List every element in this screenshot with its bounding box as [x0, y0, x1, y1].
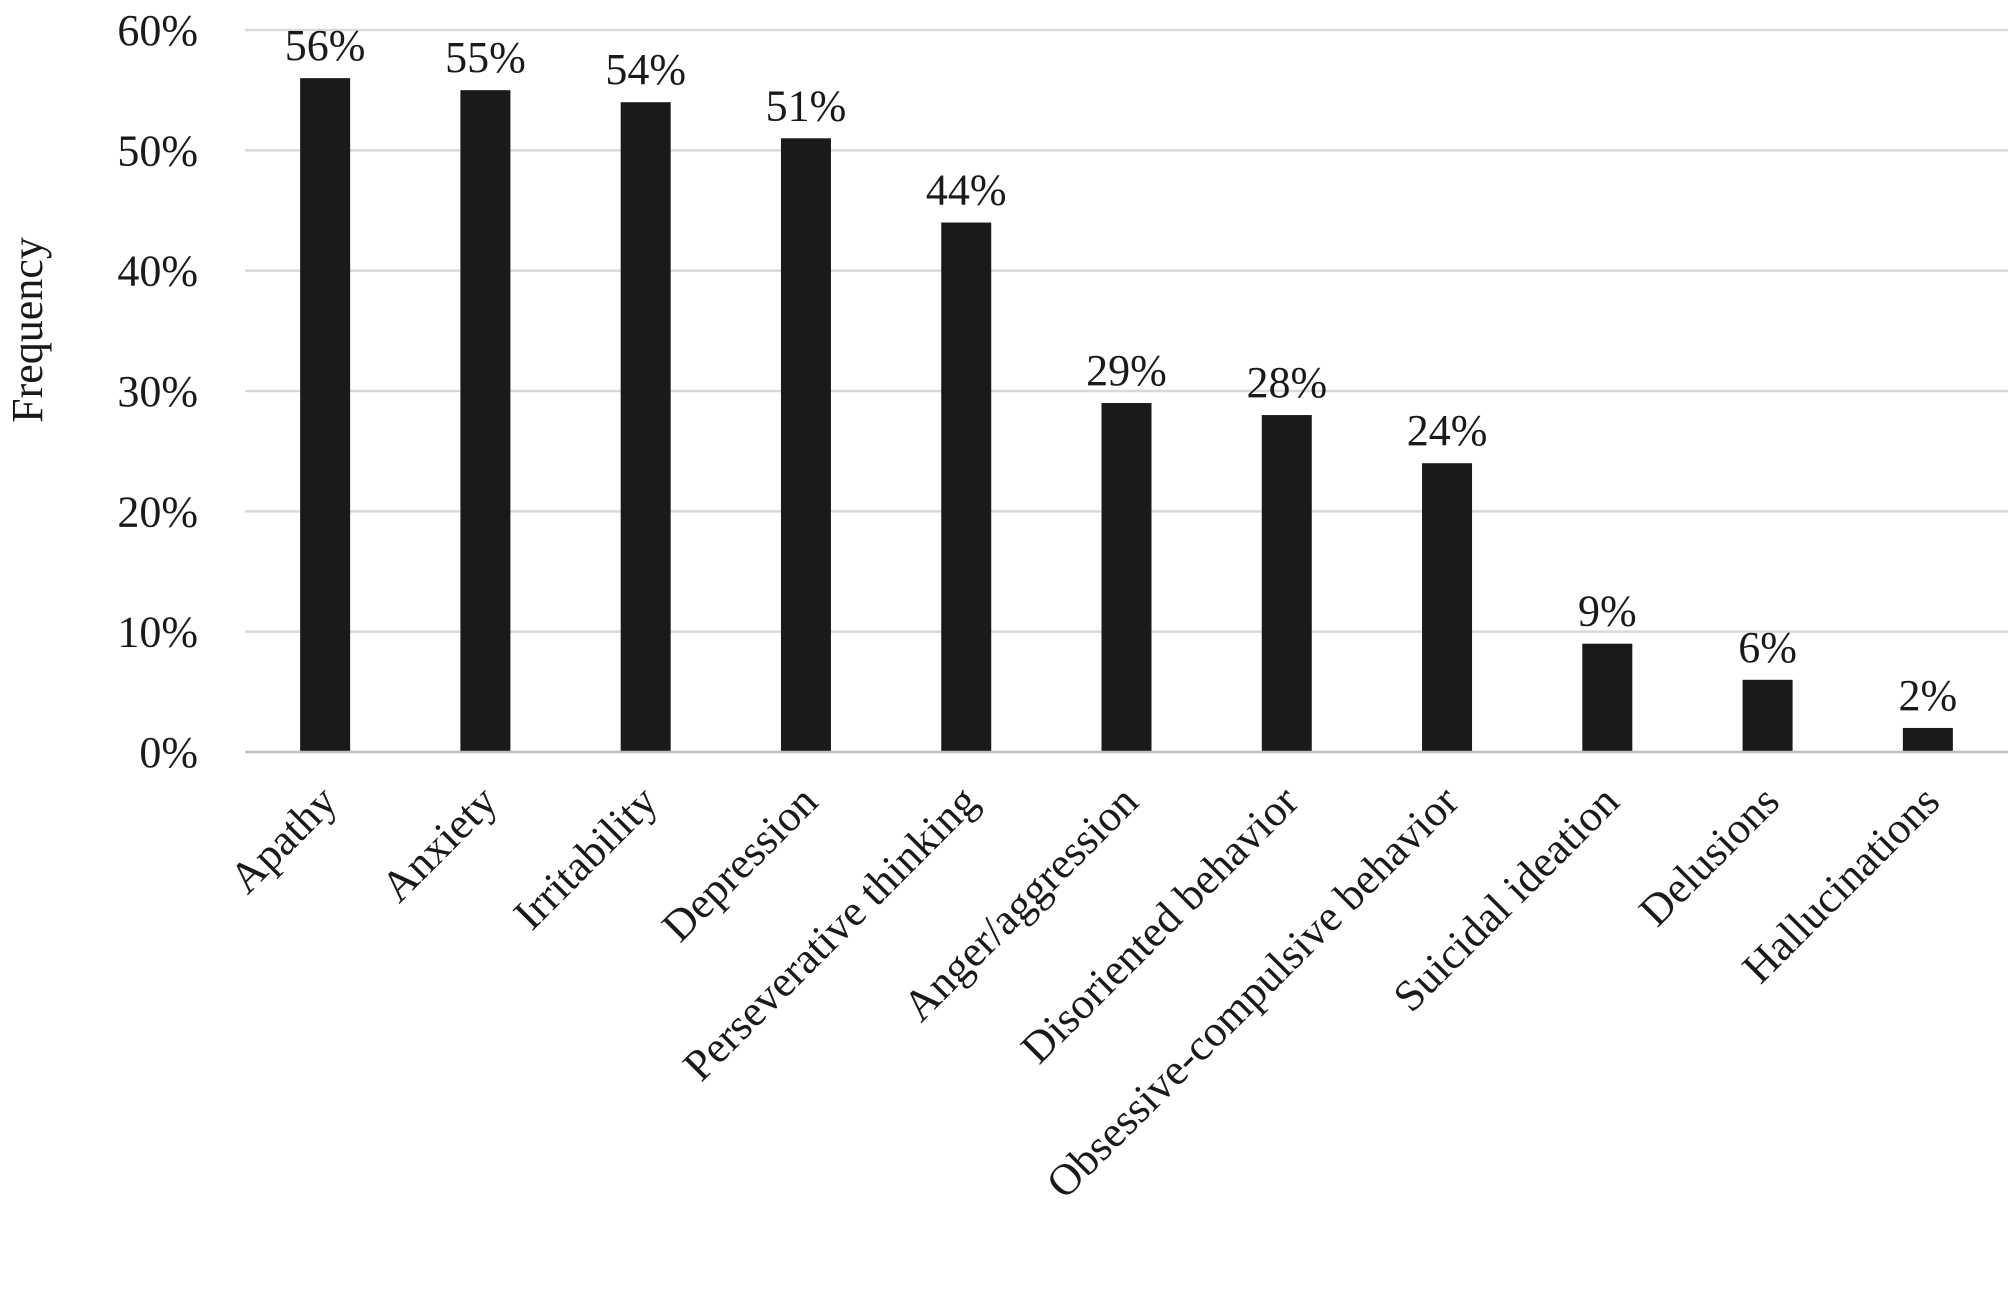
bar: [300, 78, 351, 753]
category-label: Depression: [652, 776, 827, 951]
category-label: Anxiety: [372, 776, 507, 911]
bar: [620, 102, 671, 752]
bar: [1422, 463, 1473, 752]
category-labels: Apathy AnxietyIrritabilityDepressionPerse…: [220, 776, 1949, 1207]
category-label: Disoriented behavior: [1011, 776, 1308, 1073]
category-label: Irritability: [504, 776, 667, 939]
y-tick-label: 20%: [117, 487, 198, 536]
data-label: 54%: [605, 45, 686, 94]
data-label: 51%: [766, 81, 847, 130]
bar: [1261, 415, 1312, 752]
bar: [941, 222, 992, 753]
bar: [780, 138, 831, 753]
data-label: 9%: [1578, 587, 1637, 636]
y-tick-label: 30%: [117, 367, 198, 416]
y-tick-label: 50%: [117, 126, 198, 175]
gridlines: [245, 28, 2008, 633]
category-label: Apathy: [220, 776, 346, 902]
data-label: 24%: [1407, 406, 1488, 455]
data-label: 56%: [285, 21, 366, 70]
category-label: Perseverative thinking: [674, 776, 988, 1090]
bar: [1582, 643, 1633, 752]
bars: [300, 78, 1953, 753]
category-label: Delusions: [1630, 776, 1789, 935]
y-tick-label: 10%: [117, 608, 198, 657]
data-label: 6%: [1738, 623, 1797, 672]
y-axis-title: Frequency: [3, 237, 52, 423]
bar: [460, 90, 511, 752]
y-tick-label: 0%: [139, 728, 198, 777]
data-labels: 56% 55% 54% 51% 44% 29% 28% 24% 9% 6% 2%: [285, 21, 1957, 720]
bar: [1902, 727, 1953, 752]
bar: [1742, 679, 1793, 752]
y-tick-label: 40%: [117, 247, 198, 296]
y-tick-label: 60%: [117, 6, 198, 55]
data-label: 29%: [1086, 346, 1167, 395]
data-label: 28%: [1246, 358, 1327, 407]
y-tick-labels: 0% 10% 20% 30% 40% 50% 60%: [117, 6, 198, 777]
data-label: 2%: [1899, 671, 1958, 720]
data-label: 55%: [445, 33, 526, 82]
data-label: 44%: [926, 166, 1007, 215]
bar: [1101, 403, 1152, 752]
